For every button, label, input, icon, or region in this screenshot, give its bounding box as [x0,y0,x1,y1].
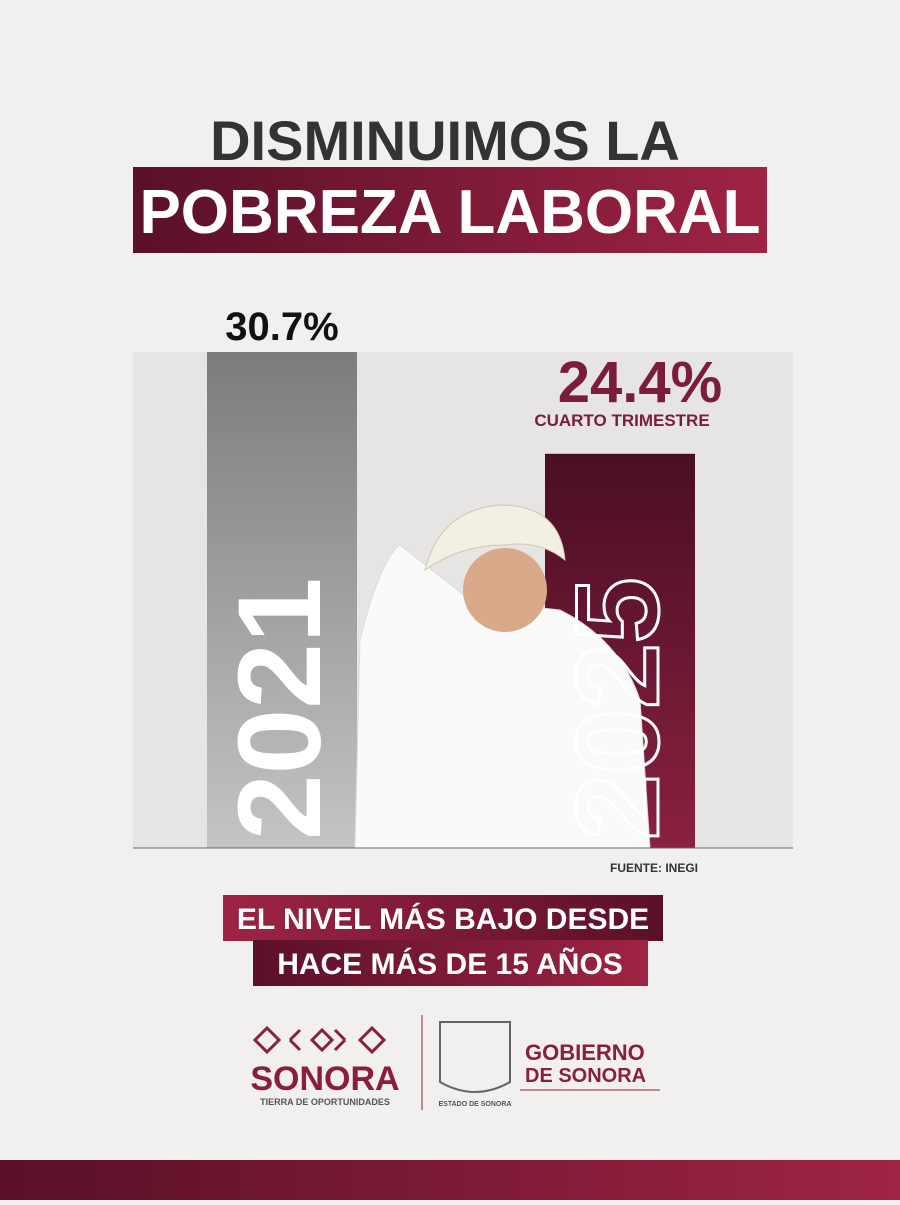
sonora-name: SONORA [250,1060,399,1098]
value-label: 24.4% [558,350,722,415]
title-line-1: DISMINUIMOS LA [210,109,680,172]
sonora-pattern [252,1025,387,1055]
bar [207,352,357,848]
logos: SONORA TIERRA DE OPORTUNIDADES ESTADO DE… [250,1015,660,1110]
sonora-tagline: TIERRA DE OPORTUNIDADES [260,1097,390,1107]
x-tick-label: 2021 [214,577,346,840]
source: FUENTE: INEGI [610,861,698,875]
face [463,548,547,632]
title-box [133,167,767,253]
banner-box-2 [253,940,648,986]
title-line-2: POBREZA LABORAL [139,178,760,247]
banner-box-1 [223,895,663,941]
bars: 2021 [207,352,695,848]
x-tick-label: 2025 [552,577,684,840]
banner-line-1: EL NIVEL MÁS BAJO DESDE [237,902,649,936]
banner-line-2: HACE MÁS DE 15 AÑOS [277,947,623,981]
gov-line-1: GOBIERNO [525,1040,645,1065]
hat [424,504,566,572]
seal-shield [439,1021,511,1093]
seal-text: ESTADO DE SONORA [439,1101,512,1108]
person-figure [354,504,651,849]
annotation: CUARTO TRIMESTRE [534,411,709,430]
gov-line-2: DE SONORA [525,1065,646,1087]
bottom-stripe [0,1160,900,1200]
value-label: 30.7% [225,305,338,349]
shirt [354,544,651,849]
